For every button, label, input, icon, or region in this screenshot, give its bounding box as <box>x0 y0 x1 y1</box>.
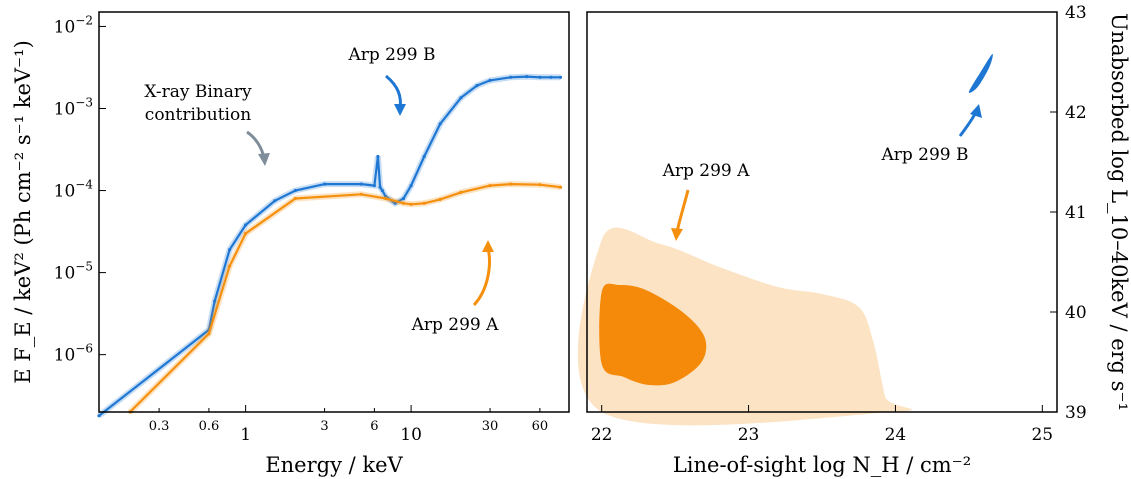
data-point <box>525 75 529 79</box>
data-point <box>438 197 442 201</box>
data-point <box>438 122 442 126</box>
annotation-arp299b-left: Arp 299 B <box>347 45 436 116</box>
annotation-arp299a-left-label: Arp 299 A <box>411 315 500 335</box>
y-tick-label: 10−4 <box>54 178 94 202</box>
spectrum-plot-frame <box>98 11 570 413</box>
annotation-arp299b-left-label: Arp 299 B <box>347 45 435 65</box>
x-tick-label: 60 <box>532 419 549 434</box>
data-point <box>244 231 248 236</box>
data-point <box>383 194 388 198</box>
contour-y-axis-title: Unabsorbed log L_10–40keV / erg s⁻¹ <box>1107 13 1131 411</box>
data-point <box>509 182 513 186</box>
series-band <box>97 73 561 419</box>
data-point <box>509 75 513 79</box>
data-point <box>359 182 363 186</box>
annotation-arp299b-right-arrow <box>958 111 978 137</box>
contour-x-ticks: 22 23 24 25 <box>591 405 1053 445</box>
annotation-arp299a-right: Arp 299 A <box>662 161 751 241</box>
annotation-xray-binary-label-2: contribution <box>145 105 251 125</box>
y-tick-label: 40 <box>1065 303 1087 323</box>
y-tick-label: 10−3 <box>54 95 93 119</box>
x-tick-label: 10 <box>400 425 422 445</box>
annotation-arp299a-right-label: Arp 299 A <box>662 161 751 181</box>
data-point <box>488 184 492 188</box>
data-point <box>372 184 376 188</box>
y-tick-label: 41 <box>1065 203 1087 223</box>
annotation-arp299b-right: Arp 299 B <box>880 104 982 165</box>
x-tick-label: 0.3 <box>149 419 170 434</box>
data-point <box>207 332 211 336</box>
series-arp-299-b <box>97 73 563 419</box>
data-point <box>244 223 248 227</box>
data-point <box>228 264 232 268</box>
data-point <box>383 196 388 201</box>
data-point <box>549 75 553 79</box>
data-point <box>459 96 463 100</box>
data-point <box>97 414 101 418</box>
spectrum-y-axis-title: E F_E / keV² (Ph cm⁻² s⁻¹ keV⁻¹) <box>11 40 35 384</box>
x-tick-label: 24 <box>885 425 907 445</box>
data-point <box>422 201 426 205</box>
data-point <box>378 185 382 189</box>
annotation-xray-binary: X-ray Binary contribution <box>144 82 270 166</box>
data-point <box>323 182 327 186</box>
y-tick-label: 10−5 <box>54 260 93 284</box>
y-tick-label: 10−6 <box>54 342 93 366</box>
spectrum-x-axis-title: Energy / keV <box>265 453 403 477</box>
data-point <box>488 78 492 82</box>
annotation-arp299a-left-arrow <box>472 247 491 307</box>
data-point <box>401 201 406 205</box>
data-point <box>228 248 232 252</box>
contour-x-axis-title: Line-of-sight log N_H / cm⁻² <box>673 453 971 477</box>
data-point <box>558 75 563 79</box>
data-point <box>380 188 384 193</box>
series-band <box>127 181 561 415</box>
data-point <box>293 196 297 201</box>
y-tick-label: 10−2 <box>54 13 93 37</box>
annotation-arp299b-right-label: Arp 299 B <box>880 145 968 165</box>
region-arp-299-b <box>968 53 993 93</box>
data-point <box>475 84 479 88</box>
data-point <box>558 185 563 189</box>
x-tick-label: 1 <box>240 425 251 445</box>
x-tick-label: 6 <box>370 419 378 434</box>
series-line <box>129 182 561 413</box>
spectrum-curves <box>97 73 563 419</box>
series-arp-299-a <box>127 181 563 415</box>
data-point <box>409 184 413 188</box>
spectrum-y-ticks: 10−6 10−5 10−4 10−3 10−2 <box>54 13 106 366</box>
y-tick-label: 42 <box>1065 103 1087 123</box>
spectrum-x-ticks: 0.3 0.6 1 3 6 10 30 60 <box>149 405 548 445</box>
data-point <box>538 75 542 79</box>
data-point <box>401 196 406 201</box>
annotation-arp299a-right-arrow <box>675 189 690 233</box>
annotation-xray-binary-label-1: X-ray Binary <box>144 82 252 102</box>
annotation-arp299a-left: Arp 299 A <box>411 240 500 335</box>
data-point <box>459 190 463 194</box>
data-point <box>213 299 217 303</box>
region-arp-299-a-inner <box>599 283 707 386</box>
contour-regions <box>577 53 993 426</box>
x-tick-label: 3 <box>320 419 328 434</box>
spectrum-panel: 0.3 0.6 1 3 6 10 30 60 10−6 10−5 10−4 10−3 10−2 Ene… <box>11 11 570 477</box>
data-point <box>393 201 397 205</box>
data-point <box>293 188 297 193</box>
x-tick-label: 22 <box>591 425 613 445</box>
x-tick-label: 23 <box>738 425 760 445</box>
x-tick-label: 0.6 <box>199 419 220 434</box>
data-point <box>422 154 426 159</box>
x-tick-label: 30 <box>482 419 499 434</box>
x-tick-label: 25 <box>1031 425 1053 445</box>
contour-y-ticks: 39 40 41 42 43 <box>1050 3 1087 423</box>
y-tick-label: 39 <box>1065 403 1087 423</box>
y-tick-label: 43 <box>1065 3 1087 23</box>
data-point <box>409 202 413 206</box>
contour-panel: 22 23 24 25 39 40 41 42 43 Line-of-sight log N_… <box>577 3 1131 477</box>
data-point <box>376 154 380 159</box>
data-point <box>273 199 277 203</box>
data-point <box>359 192 363 196</box>
data-point <box>538 183 542 187</box>
